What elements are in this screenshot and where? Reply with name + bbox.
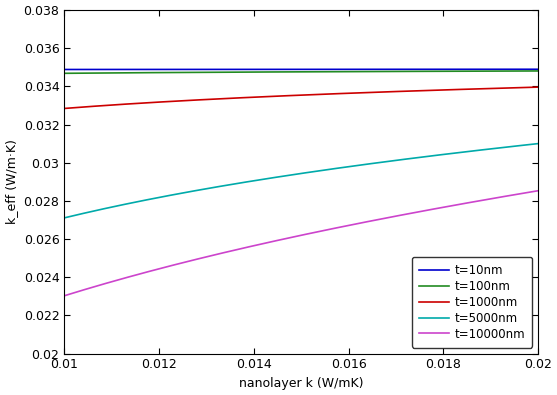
t=5000nm bbox=[535, 141, 541, 146]
Line: t=100nm: t=100nm bbox=[64, 71, 538, 73]
t=5000nm bbox=[490, 146, 497, 151]
t=100nm bbox=[490, 69, 497, 73]
t=10000nm bbox=[351, 222, 358, 227]
t=100nm bbox=[343, 69, 350, 74]
t=100nm bbox=[341, 69, 348, 74]
t=5000nm bbox=[460, 150, 467, 154]
t=100nm bbox=[351, 69, 358, 74]
t=10000nm bbox=[460, 201, 467, 206]
t=10000nm bbox=[62, 293, 69, 298]
t=10000nm bbox=[61, 293, 67, 298]
X-axis label: nanolayer k (W/mK): nanolayer k (W/mK) bbox=[239, 377, 363, 390]
t=1000nm bbox=[460, 87, 467, 92]
t=1000nm bbox=[535, 85, 541, 90]
t=10nm bbox=[341, 67, 348, 72]
Y-axis label: k_eff (W/m·K): k_eff (W/m·K) bbox=[5, 139, 18, 224]
t=10nm bbox=[343, 67, 350, 71]
t=10000nm bbox=[490, 196, 497, 201]
t=10nm bbox=[351, 67, 358, 71]
t=100nm bbox=[535, 69, 541, 73]
t=10000nm bbox=[343, 224, 350, 228]
t=1000nm bbox=[61, 106, 67, 111]
t=5000nm bbox=[351, 164, 358, 168]
t=1000nm bbox=[351, 91, 358, 96]
t=10000nm bbox=[535, 188, 541, 193]
t=10nm bbox=[61, 67, 67, 72]
t=1000nm bbox=[62, 106, 69, 111]
t=5000nm bbox=[62, 215, 69, 220]
t=1000nm bbox=[490, 86, 497, 91]
Line: t=5000nm: t=5000nm bbox=[64, 144, 538, 218]
t=100nm bbox=[61, 71, 67, 76]
t=1000nm bbox=[341, 91, 348, 96]
t=5000nm bbox=[341, 165, 348, 169]
t=100nm bbox=[460, 69, 467, 73]
t=10nm bbox=[62, 67, 69, 72]
t=10000nm bbox=[341, 224, 348, 229]
Legend: t=10nm, t=100nm, t=1000nm, t=5000nm, t=10000nm: t=10nm, t=100nm, t=1000nm, t=5000nm, t=1… bbox=[412, 257, 532, 348]
t=10nm bbox=[490, 67, 497, 71]
t=5000nm bbox=[61, 216, 67, 220]
t=5000nm bbox=[343, 165, 350, 169]
Line: t=10000nm: t=10000nm bbox=[64, 191, 538, 296]
t=10nm bbox=[535, 67, 541, 71]
Line: t=1000nm: t=1000nm bbox=[64, 87, 538, 109]
t=100nm bbox=[62, 71, 69, 76]
t=10nm bbox=[460, 67, 467, 71]
t=1000nm bbox=[343, 91, 350, 96]
